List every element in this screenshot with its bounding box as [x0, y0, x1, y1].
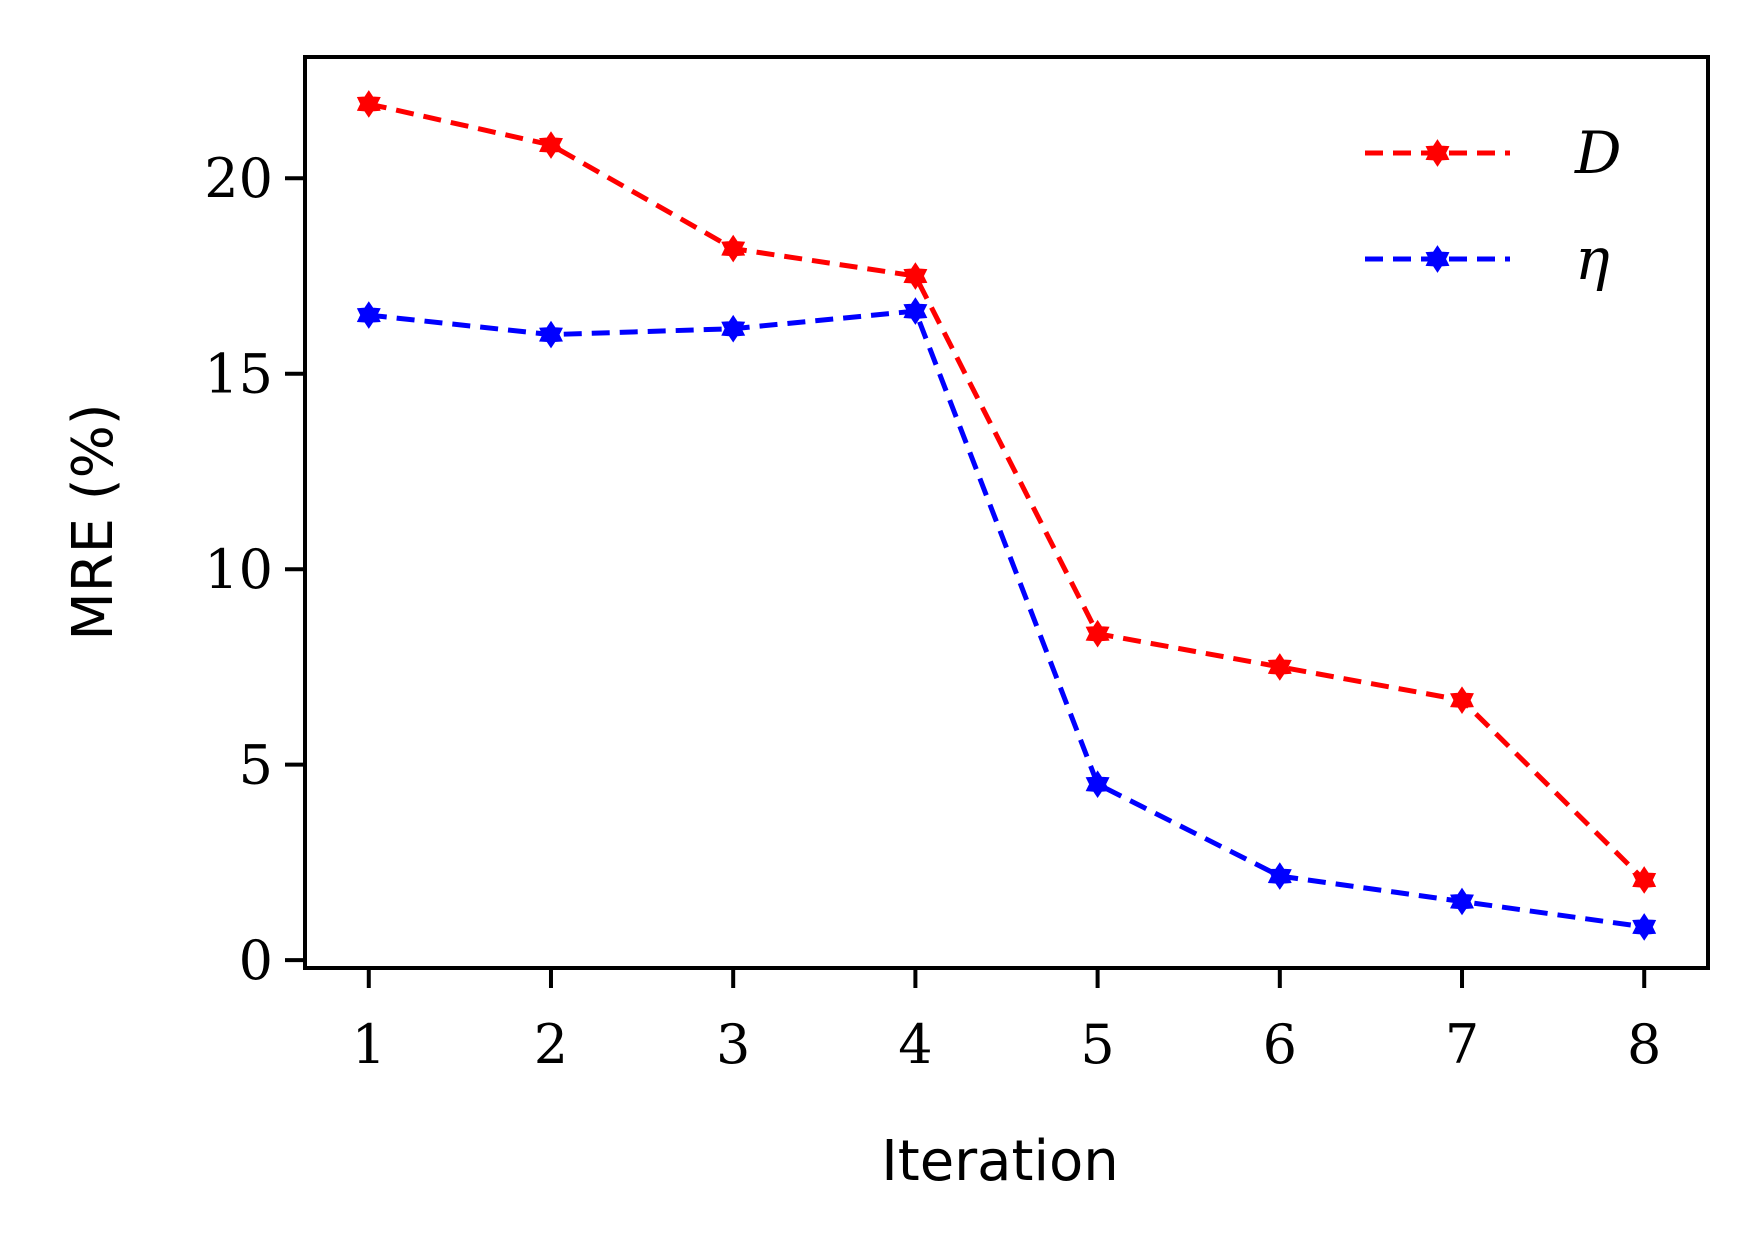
x-tick-label: 3: [716, 1013, 750, 1076]
y-axis: 0 5 10 15 20: [204, 147, 305, 992]
data-point: [1450, 686, 1474, 715]
data-point: [1632, 913, 1657, 941]
x-tick-label: 4: [898, 1013, 932, 1076]
data-point: [539, 320, 563, 349]
data-point: [1450, 887, 1474, 916]
data-point: [539, 131, 563, 159]
y-axis-label: MRE (%): [61, 403, 126, 640]
x-axis-label: Iteration: [881, 1129, 1119, 1194]
legend-marker: [1425, 139, 1450, 167]
data-point: [1267, 653, 1292, 681]
data-point: [356, 90, 381, 118]
data-point: [1085, 770, 1110, 798]
y-tick-label: 10: [204, 538, 273, 601]
x-tick-label: 1: [352, 1013, 386, 1076]
series-line-d: [368, 101, 1646, 882]
y-tick-label: 15: [204, 343, 273, 406]
legend-label: D: [1574, 119, 1622, 187]
data-point: [1085, 619, 1110, 648]
x-tick-label: 5: [1080, 1013, 1114, 1076]
y-tick-label: 5: [239, 734, 273, 797]
data-point: [721, 314, 746, 343]
data-point: [1267, 862, 1292, 890]
x-tick-label: 7: [1445, 1013, 1479, 1076]
data-point: [903, 262, 928, 290]
x-tick-label: 8: [1627, 1013, 1661, 1076]
legend-label: η: [1575, 225, 1610, 293]
y-tick-label: 20: [204, 147, 273, 210]
plot-frame: [303, 55, 1710, 970]
data-point: [903, 297, 928, 325]
x-tick-label: 6: [1263, 1013, 1297, 1076]
legend-marker: [1425, 245, 1450, 273]
plot-area: [356, 90, 1657, 941]
data-point: [721, 234, 746, 263]
series-line-eta: [368, 308, 1645, 930]
y-tick-label: 0: [239, 929, 273, 992]
x-axis: 1 2 3 4 5 6 7 8: [352, 968, 1661, 1076]
data-point: [356, 301, 381, 329]
data-point: [1632, 866, 1657, 894]
x-tick-label: 2: [534, 1013, 568, 1076]
legend: Dη: [1365, 119, 1622, 293]
